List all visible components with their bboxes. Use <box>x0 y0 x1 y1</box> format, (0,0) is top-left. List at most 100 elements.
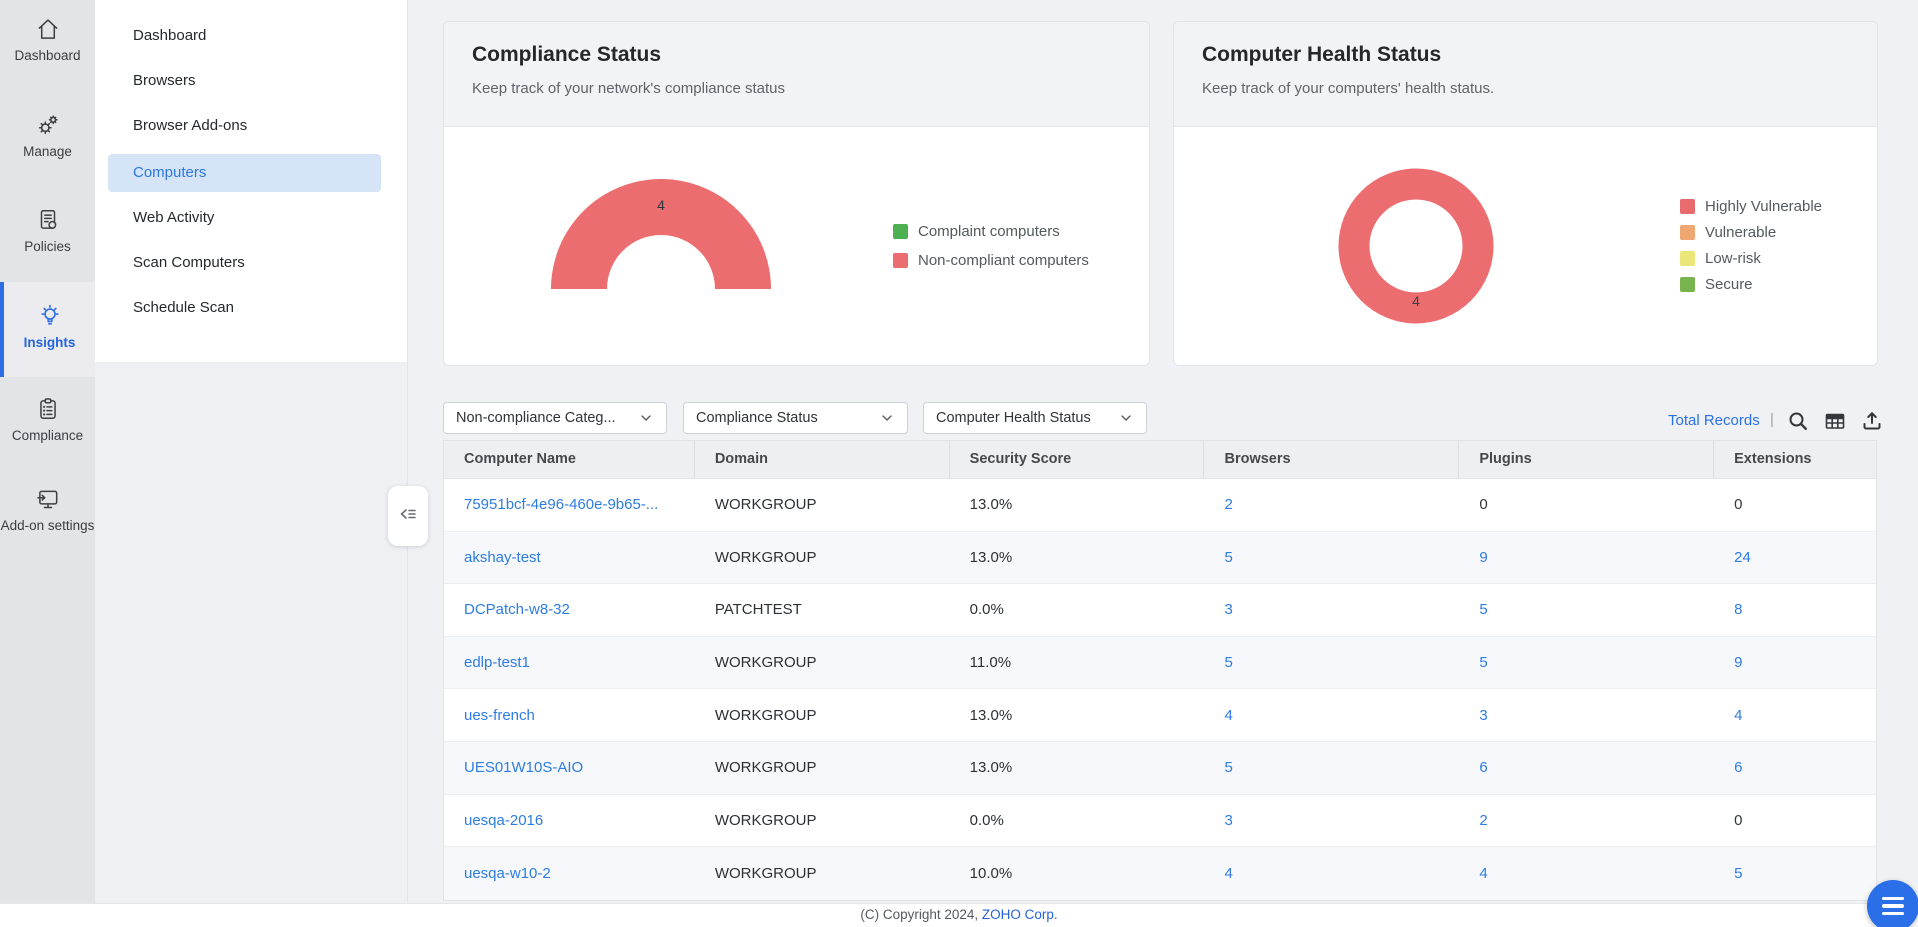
computer-name-link[interactable]: uesqa-2016 <box>464 811 544 829</box>
sidebar-item-policies[interactable]: Policies <box>0 207 95 255</box>
search-icon[interactable] <box>1786 409 1810 433</box>
sidebar-item-manage[interactable]: Manage <box>0 112 95 160</box>
cell-domain: WORKGROUP <box>695 759 950 776</box>
table-view-icon[interactable] <box>1823 409 1847 433</box>
cell-value: 13.0% <box>969 706 1013 724</box>
cell-value: WORKGROUP <box>714 654 817 672</box>
cell-computer-name: uesqa-2016 <box>444 812 695 829</box>
legend-label: Low-risk <box>1705 249 1761 267</box>
plugins-count-link[interactable]: 5 <box>1479 601 1488 619</box>
filter-dropdown-label: Computer Health Status <box>936 410 1091 426</box>
computer-name-link[interactable]: 75951bcf-4e96-460e-9b65-... <box>464 496 659 514</box>
extensions-count-link[interactable]: 9 <box>1734 654 1743 672</box>
plugins-count-link[interactable]: 3 <box>1479 706 1488 724</box>
floating-menu-button[interactable] <box>1867 880 1918 927</box>
table-row: ues-french WORKGROUP 13.0% 4 3 4 <box>444 689 1876 742</box>
sidebar-item-label: Manage <box>23 144 72 159</box>
health-card-title: Computer Health Status <box>1202 43 1442 66</box>
sidebar-item-label: Compliance <box>11 428 84 443</box>
zoho-corp-link[interactable]: ZOHO Corp. <box>981 907 1058 922</box>
plugins-count-link[interactable]: 9 <box>1479 548 1488 566</box>
extensions-count-link[interactable]: 4 <box>1734 706 1743 724</box>
extensions-count-link[interactable]: 6 <box>1734 759 1743 777</box>
filter-dropdown-label: Non-compliance Categ... <box>456 410 616 426</box>
cell-plugins: 2 <box>1459 812 1714 829</box>
extensions-count-link[interactable]: 8 <box>1734 601 1743 619</box>
plugins-count-link[interactable]: 6 <box>1479 759 1488 777</box>
cell-computer-name: DCPatch-w8-32 <box>444 601 695 618</box>
filter-dropdown-compliance-status[interactable]: Compliance Status <box>683 402 908 434</box>
cell-computer-name: UES01W10S-AIO <box>444 759 695 776</box>
table-row: DCPatch-w8-32 PATCHTEST 0.0% 3 5 8 <box>444 584 1876 637</box>
browsers-count-link[interactable]: 4 <box>1224 706 1233 724</box>
cell-domain: PATCHTEST <box>695 601 950 618</box>
cell-value: WORKGROUP <box>714 548 817 566</box>
addon-settings-icon <box>35 486 61 512</box>
menu-item-browser-add-ons[interactable]: Browser Add-ons <box>133 117 248 134</box>
column-header-plugins[interactable]: Plugins <box>1459 441 1715 478</box>
computer-name-link[interactable]: edlp-test1 <box>464 654 530 672</box>
health-card-header: Computer Health Status Keep track of you… <box>1174 22 1877 127</box>
computer-name-link[interactable]: uesqa-w10-2 <box>464 864 551 882</box>
sidebar-item-insights[interactable]: Insights <box>0 282 95 377</box>
cell-browsers: 5 <box>1204 654 1459 671</box>
plugins-count-link[interactable]: 5 <box>1479 654 1488 672</box>
menu-item-scan-computers[interactable]: Scan Computers <box>133 254 245 271</box>
cell-extensions: 4 <box>1714 707 1876 724</box>
column-header-security-score[interactable]: Security Score <box>950 441 1205 478</box>
sidebar-item-dashboard[interactable]: Dashboard <box>0 16 95 64</box>
column-header-computer-name[interactable]: Computer Name <box>444 441 695 478</box>
legend-item: Low-risk <box>1680 249 1822 267</box>
menu-item-schedule-scan[interactable]: Schedule Scan <box>133 299 234 316</box>
plugins-count-link[interactable]: 4 <box>1479 864 1488 882</box>
cell-value: 0.0% <box>969 811 1004 829</box>
column-header-browsers[interactable]: Browsers <box>1204 441 1460 478</box>
menu-item-dashboard[interactable]: Dashboard <box>133 27 207 44</box>
computer-name-link[interactable]: akshay-test <box>464 548 541 566</box>
cell-extensions: 5 <box>1714 865 1876 882</box>
menu-item-computers[interactable]: Computers <box>108 154 381 192</box>
compliance-half-donut-chart <box>551 179 771 289</box>
legend-label: Non-compliant computers <box>918 251 1089 269</box>
extensions-count-link[interactable]: 24 <box>1734 548 1751 566</box>
browsers-count-link[interactable]: 3 <box>1224 601 1233 619</box>
browsers-count-link[interactable]: 5 <box>1224 759 1233 777</box>
column-header-extensions[interactable]: Extensions <box>1734 451 1812 467</box>
manage-gears-icon <box>35 112 61 138</box>
sidebar-item-add-on-settings[interactable]: Add-on settings <box>0 486 95 534</box>
browsers-count-link[interactable]: 2 <box>1224 496 1233 514</box>
menu-item-web-activity[interactable]: Web Activity <box>133 209 215 226</box>
compliance-clipboard-icon <box>35 396 61 422</box>
computer-health-status-card: Computer Health Status Keep track of you… <box>1173 21 1878 366</box>
extensions-count-link[interactable]: 5 <box>1734 864 1743 882</box>
cell-domain: WORKGROUP <box>695 654 950 671</box>
extensions-count: 0 <box>1734 811 1743 829</box>
sidebar-item-compliance[interactable]: Compliance <box>0 396 95 444</box>
filter-dropdown-non-compliance-categ[interactable]: Non-compliance Categ... <box>443 402 667 434</box>
cell-value: WORKGROUP <box>714 706 817 724</box>
cell-value: WORKGROUP <box>714 811 817 829</box>
plugins-count-link[interactable]: 2 <box>1479 811 1488 829</box>
cell-computer-name: edlp-test1 <box>444 654 695 671</box>
legend-swatch <box>1680 224 1695 240</box>
cell-domain: WORKGROUP <box>695 549 950 566</box>
browsers-count-link[interactable]: 5 <box>1224 548 1233 566</box>
chevron-down-icon <box>638 410 654 426</box>
column-header-domain[interactable]: Domain <box>695 441 950 478</box>
browsers-count-link[interactable]: 3 <box>1224 811 1233 829</box>
filter-dropdown-computer-health-status[interactable]: Computer Health Status <box>923 402 1147 434</box>
export-icon[interactable] <box>1860 409 1884 433</box>
computer-name-link[interactable]: ues-french <box>464 706 535 724</box>
legend-item: Non-compliant computers <box>893 251 1089 269</box>
browsers-count-link[interactable]: 4 <box>1224 864 1233 882</box>
computer-name-link[interactable]: DCPatch-w8-32 <box>464 601 570 619</box>
menu-item-browsers[interactable]: Browsers <box>133 72 196 89</box>
cell-plugins: 6 <box>1459 759 1714 776</box>
cell-domain: WORKGROUP <box>695 865 950 882</box>
cell-plugins: 4 <box>1459 865 1714 882</box>
computer-name-link[interactable]: UES01W10S-AIO <box>464 759 584 777</box>
browsers-count-link[interactable]: 5 <box>1224 654 1233 672</box>
collapse-sidebar-button[interactable] <box>388 486 428 546</box>
legend-swatch <box>1680 198 1695 214</box>
total-records-link[interactable]: Total Records <box>1668 412 1760 429</box>
